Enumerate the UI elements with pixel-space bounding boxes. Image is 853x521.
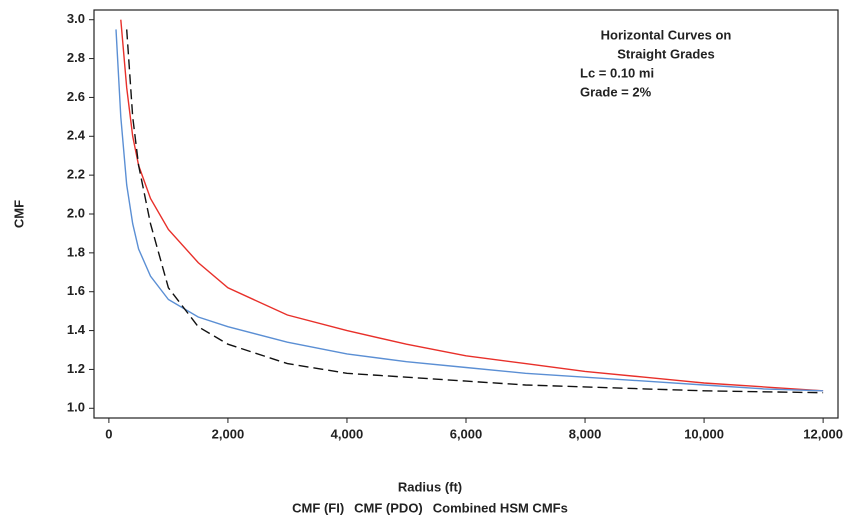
- y-axis-label: CMF: [11, 200, 26, 228]
- x-tick-label: 6,000: [450, 426, 483, 441]
- series-line: [126, 29, 824, 394]
- annotation: Straight Grades: [617, 46, 715, 61]
- x-tick-label: 8,000: [569, 426, 602, 441]
- y-tick-label: 1.2: [67, 361, 85, 376]
- x-tick-label: 12,000: [803, 426, 843, 441]
- legend-label: CMF (FI): [292, 500, 344, 515]
- x-tick-label: 4,000: [331, 426, 364, 441]
- x-axis-label: Radius (ft): [398, 479, 462, 494]
- y-tick-label: 2.0: [67, 205, 85, 220]
- plot-frame: [93, 9, 839, 419]
- y-tick-label: 2.6: [67, 89, 85, 104]
- annotation: Horizontal Curves on: [601, 27, 732, 42]
- y-tick-label: 2.8: [67, 50, 85, 65]
- x-tick-label: 0: [105, 426, 112, 441]
- legend-label: CMF (PDO): [354, 500, 423, 515]
- y-tick-label: 3.0: [67, 11, 85, 26]
- y-tick-label: 1.6: [67, 283, 85, 298]
- y-tick-label: 1.8: [67, 244, 85, 259]
- legend-label: Combined HSM CMFs: [433, 500, 568, 515]
- y-tick-label: 1.0: [67, 400, 85, 415]
- y-tick-label: 1.4: [67, 322, 86, 337]
- x-tick-label: 2,000: [212, 426, 245, 441]
- y-tick-label: 2.2: [67, 167, 85, 182]
- annotation: Lc = 0.10 mi: [580, 65, 654, 80]
- x-tick-label: 10,000: [684, 426, 724, 441]
- annotation: Grade = 2%: [580, 84, 652, 99]
- y-tick-label: 2.4: [67, 128, 86, 143]
- series-line: [115, 29, 824, 392]
- series-line: [120, 19, 824, 392]
